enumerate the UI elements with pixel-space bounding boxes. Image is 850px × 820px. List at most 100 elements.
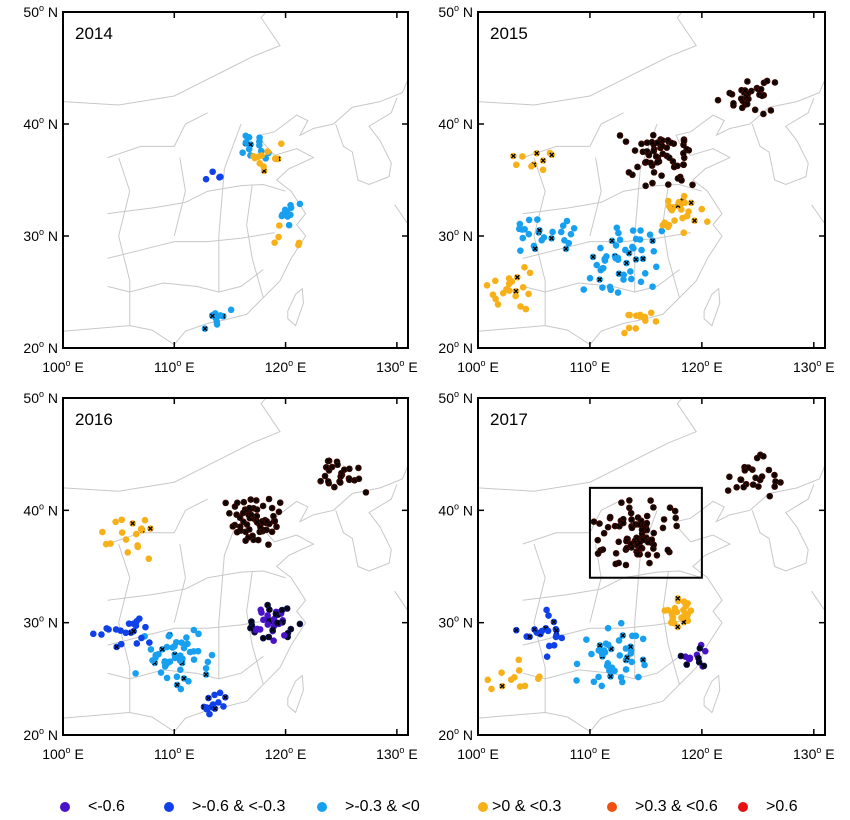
- significance-mark: [618, 500, 624, 506]
- province-boundary: [662, 185, 680, 298]
- significance-mark: [664, 145, 670, 151]
- legend-label: >0.3 & <0.6: [635, 798, 718, 815]
- significance-mark: [760, 111, 766, 117]
- significance-mark: [597, 277, 603, 283]
- station-point: [545, 612, 552, 619]
- station-point: [517, 303, 524, 310]
- station-point: [636, 236, 644, 243]
- station-point: [525, 230, 533, 238]
- station-point: [296, 200, 304, 208]
- station-point: [665, 221, 673, 229]
- significance-mark: [277, 500, 283, 506]
- station-point: [521, 682, 529, 690]
- province-boundary: [407, 425, 408, 466]
- significance-mark: [613, 550, 619, 556]
- legend-label: >-0.6 & <-0.3: [192, 798, 286, 815]
- significance-mark: [250, 533, 256, 539]
- station-point: [489, 291, 497, 299]
- station-point: [612, 242, 620, 249]
- station-point: [277, 140, 285, 147]
- station-point: [630, 245, 637, 252]
- significance-mark: [297, 621, 303, 627]
- station-point: [557, 228, 565, 236]
- significance-mark: [640, 537, 646, 543]
- significance-mark: [654, 159, 660, 165]
- significance-mark: [650, 504, 656, 510]
- station-point: [165, 632, 173, 640]
- significance-mark: [738, 96, 744, 102]
- significance-mark: [159, 646, 165, 652]
- taiwan-outline: [287, 674, 304, 714]
- lat-tick-label: 40o N: [438, 115, 473, 132]
- province-boundary: [533, 543, 546, 713]
- province-boundary: [662, 572, 680, 685]
- significance-mark: [355, 465, 361, 471]
- significance-mark: [131, 628, 137, 634]
- map-panels: 2014 20o N 30o N 40o N 50o N 100o E 110o E 120o…: [23, 3, 834, 762]
- significance-mark: [628, 644, 634, 650]
- japan-coastline: [394, 576, 408, 611]
- significance-mark: [632, 148, 638, 153]
- lon-tick-label: 130o E: [376, 745, 418, 762]
- significance-mark: [644, 520, 650, 526]
- station-point: [627, 268, 634, 275]
- significance-mark: [600, 547, 606, 553]
- station-point: [275, 233, 282, 241]
- significance-mark: [626, 497, 632, 503]
- significance-mark: [248, 512, 254, 518]
- station-point: [147, 646, 155, 653]
- station-point: [141, 516, 149, 524]
- station-point: [614, 289, 622, 296]
- station-point: [511, 674, 518, 681]
- lat-tick-label: 40o N: [438, 501, 473, 518]
- station-point: [650, 247, 658, 255]
- significance-mark: [645, 552, 651, 558]
- station-point: [112, 518, 119, 526]
- korea-coastline: [751, 98, 815, 186]
- lat-tick-label: 20o N: [23, 339, 58, 356]
- station-point: [635, 673, 642, 681]
- significance-mark: [648, 498, 654, 504]
- station-point: [632, 325, 640, 332]
- station-point: [607, 286, 615, 294]
- station-point: [525, 290, 532, 298]
- station-point: [567, 230, 575, 238]
- station-point: [132, 530, 140, 538]
- significance-mark: [226, 510, 232, 516]
- station-point: [217, 312, 224, 319]
- station-point: [206, 710, 213, 718]
- significance-mark: [527, 634, 533, 640]
- significance-mark: [666, 155, 672, 161]
- station-point: [646, 231, 654, 239]
- lon-tick-label: 120o E: [681, 358, 723, 375]
- significance-mark: [254, 519, 260, 525]
- station-point: [613, 224, 621, 232]
- significance-mark: [616, 560, 622, 566]
- lon-tick-label: 100o E: [457, 358, 499, 375]
- significance-mark: [634, 535, 639, 541]
- coastline: [63, 79, 408, 346]
- significance-mark: [653, 153, 659, 159]
- significance-mark: [629, 517, 635, 523]
- significance-mark: [174, 682, 180, 688]
- station-point: [90, 630, 97, 638]
- station-point: [242, 132, 250, 140]
- station-point: [494, 301, 502, 308]
- station-point: [603, 662, 611, 670]
- station-point: [626, 311, 633, 319]
- lat-tick-label: 30o N: [438, 614, 473, 631]
- station-point: [536, 673, 543, 680]
- station-point: [641, 661, 648, 669]
- significance-mark: [634, 551, 640, 557]
- station-point: [515, 225, 523, 233]
- station-point: [173, 673, 181, 681]
- station-point: [552, 633, 560, 641]
- significance-mark: [338, 474, 344, 480]
- significance-mark: [620, 520, 626, 526]
- significance-mark: [745, 465, 751, 471]
- station-point: [597, 244, 604, 252]
- station-point: [498, 669, 505, 676]
- significance-mark: [678, 653, 684, 659]
- legend-swatch: [60, 802, 70, 812]
- province-boundary: [522, 112, 624, 159]
